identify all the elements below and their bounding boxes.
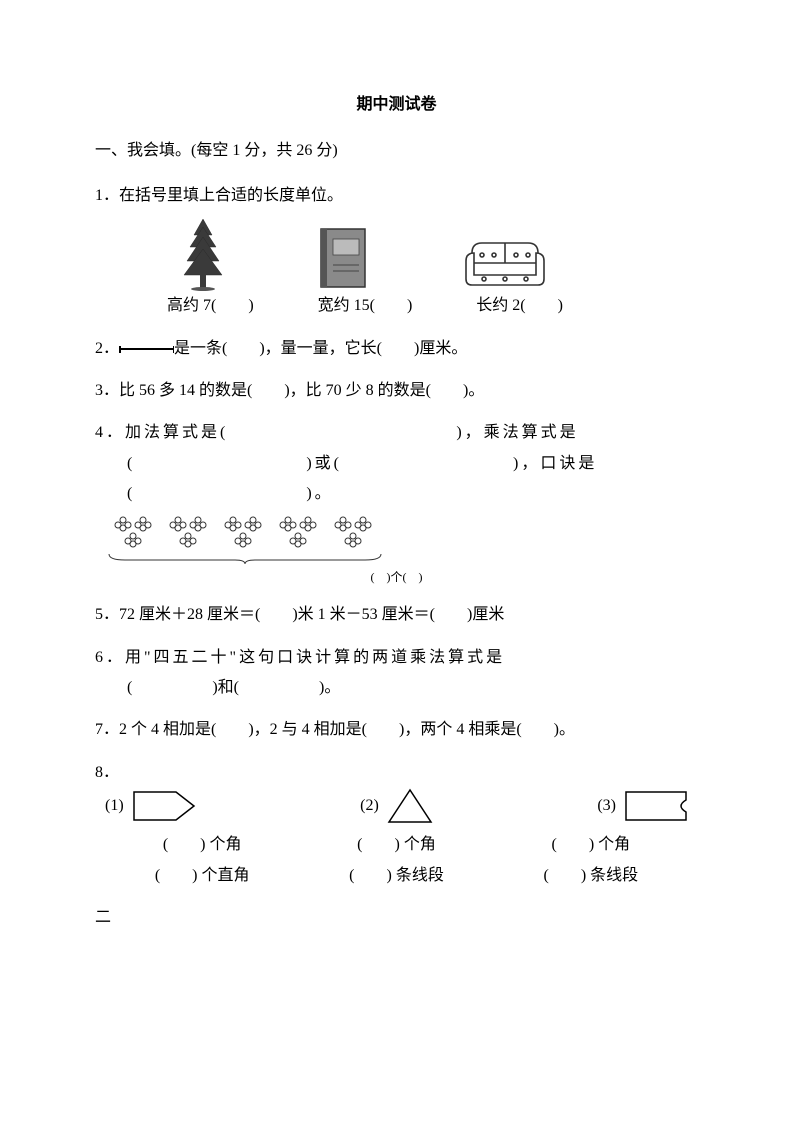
question-6: 6．用"四五二十"这句口诀计算的两道乘法算式是 ( )和( )。 — [95, 643, 698, 704]
clover-groups — [95, 514, 698, 566]
q8r1a: ( ) 个角 — [163, 830, 242, 860]
line-segment-icon — [119, 348, 174, 350]
q1-images — [135, 217, 595, 291]
q1-cap2: 宽约 15( ) — [318, 291, 413, 321]
q1-text: 1．在括号里填上合适的长度单位。 — [95, 181, 698, 211]
q8-label-3: (3) — [597, 791, 616, 821]
question-1: 1．在括号里填上合适的长度单位。 — [95, 181, 698, 322]
section-2-heading: 二 — [95, 903, 698, 933]
q8r2c: ( ) 条线段 — [543, 861, 638, 891]
question-4: 4．加法算式是( )，乘法算式是 ( )或( )，口诀是 ( )。 — [95, 418, 698, 588]
question-5: 5．72 厘米＋28 厘米＝( )米 1 米－53 厘米＝( )厘米 — [95, 600, 698, 630]
sofa-icon — [460, 235, 550, 291]
q8-label-1: (1) — [105, 791, 124, 821]
question-8: 8． (1) (2) (3) ( ) 个角 ( ) 个角 ( ) 个角 ( ) … — [95, 758, 698, 891]
q8-label-2: (2) — [360, 791, 379, 821]
q8-row1: ( ) 个角 ( ) 个角 ( ) 个角 — [105, 830, 688, 860]
q6-line2: ( )和( )。 — [95, 673, 698, 703]
q8-num: 8． — [95, 758, 698, 788]
shape-1: (1) — [105, 790, 196, 822]
shape-3: (3) — [597, 790, 688, 822]
question-7: 7．2 个 4 相加是( )，2 与 4 相加是( )，两个 4 相乘是( )。 — [95, 715, 698, 745]
q8-shapes: (1) (2) (3) — [105, 788, 688, 824]
pentagon-icon — [132, 790, 196, 822]
q8r2a: ( ) 个直角 — [155, 861, 250, 891]
q8-row2: ( ) 个直角 ( ) 条线段 ( ) 条线段 — [105, 861, 688, 891]
rect-notch-icon — [624, 790, 688, 822]
page-title: 期中测试卷 — [95, 90, 698, 120]
q1-cap1: 高约 7( ) — [167, 291, 254, 321]
q4-line3: ( )。 — [95, 479, 698, 509]
tree-icon — [180, 217, 226, 291]
q2-num: 2． — [95, 340, 119, 357]
q8r2b: ( ) 条线段 — [349, 861, 444, 891]
q2-text: 是一条( )，量一量，它长( )厘米。 — [174, 340, 467, 357]
question-2: 2． 是一条( )，量一量，它长( )厘米。 — [95, 334, 698, 364]
question-3: 3．比 56 多 14 的数是( )，比 70 少 8 的数是( )。 — [95, 376, 698, 406]
book-icon — [315, 225, 371, 291]
section-1-heading: 一、我会填。(每空 1 分，共 26 分) — [95, 136, 698, 166]
q1-cap3: 长约 2( ) — [476, 291, 563, 321]
q6-line1: 6．用"四五二十"这句口诀计算的两道乘法算式是 — [95, 643, 698, 673]
q4-line1: 4．加法算式是( )，乘法算式是 — [95, 418, 698, 448]
triangle-icon — [387, 788, 433, 824]
q8r1c: ( ) 个角 — [551, 830, 630, 860]
shape-2: (2) — [360, 788, 433, 824]
q4-line2: ( )或( )，口诀是 — [95, 449, 698, 479]
q4-bracket-label: ( )个( ) — [95, 566, 698, 589]
q1-captions: 高约 7( ) 宽约 15( ) 长约 2( ) — [135, 291, 595, 321]
q8r1b: ( ) 个角 — [357, 830, 436, 860]
